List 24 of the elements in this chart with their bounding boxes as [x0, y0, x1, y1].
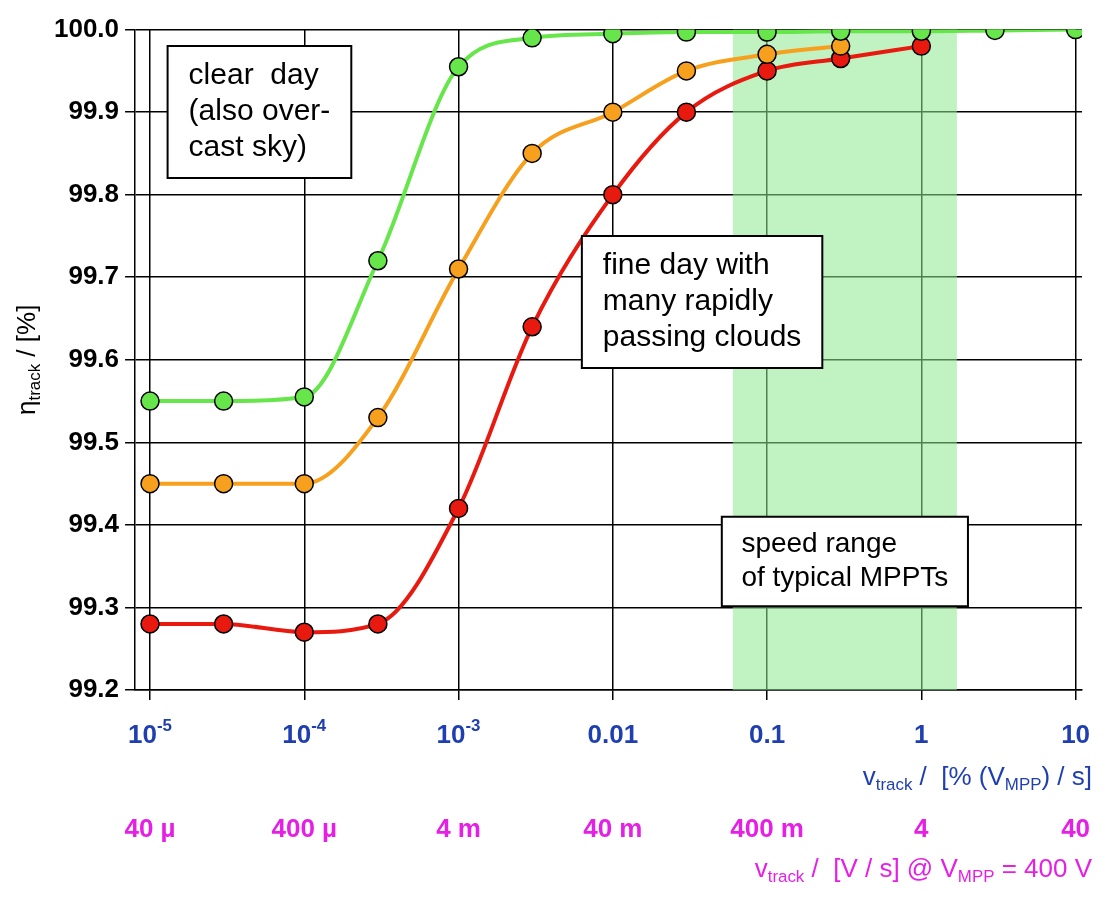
y-tick-label: 99.5: [68, 425, 120, 456]
text: 40 m: [583, 813, 643, 844]
text: 400 µ: [271, 813, 338, 844]
text: 400 m: [730, 813, 804, 844]
annotation: clear day (also over- cast sky): [188, 57, 331, 163]
y-tick-label: 99.7: [68, 260, 120, 291]
y-tick-label: 99.9: [68, 95, 120, 126]
x-tick-label: 10: [1061, 719, 1091, 750]
text: 40 µ: [124, 813, 176, 844]
y-tick-label: 99.3: [68, 590, 120, 621]
text: 4 m: [436, 813, 481, 844]
x-tick-label: 0.1: [749, 719, 786, 750]
y-tick-label: 99.2: [68, 673, 120, 704]
y-tick-label: 99.4: [68, 508, 120, 539]
x-tick-label: 0.01: [587, 719, 639, 750]
y-axis-title: ηtrack / [%]: [11, 304, 45, 415]
annotation: fine day with many rapidly passing clouds: [602, 247, 802, 353]
band-label: speed range of typical MPPTs: [741, 527, 949, 592]
y-tick-label: 99.8: [68, 177, 120, 208]
y-tick-label: 99.6: [68, 342, 120, 373]
text: 40: [1061, 813, 1091, 844]
y-tick-label: 100.0: [53, 12, 120, 43]
x-tick-label: 1: [914, 719, 929, 750]
text: 4: [914, 813, 930, 844]
